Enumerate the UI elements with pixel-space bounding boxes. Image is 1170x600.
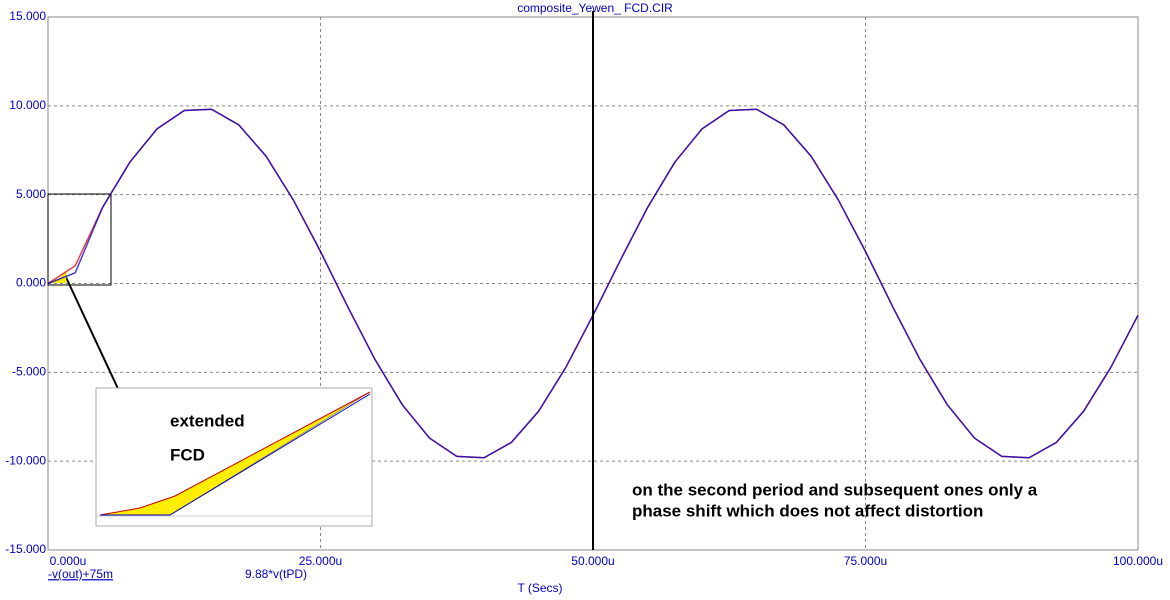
y-tick-label: -10.000: [5, 453, 46, 467]
annotation: extended: [170, 411, 245, 430]
x-tick-label: 50.000u: [571, 554, 614, 568]
inset-curve: [99, 391, 371, 516]
inset-frame: [95, 387, 373, 527]
x-tick-label: 100.000u: [1113, 554, 1163, 568]
chart-title: composite_Yewen_ FCD.CIR: [517, 1, 673, 15]
annotation: FCD: [170, 445, 205, 464]
legend-label: -v(out)+75m: [48, 567, 113, 581]
y-tick-label: 15.000: [9, 9, 46, 23]
y-tick-label: -15.000: [5, 542, 46, 556]
x-tick-label: 0.000u: [50, 554, 87, 568]
annotation: on the second period and subsequent ones…: [632, 480, 1038, 499]
y-tick-label: 0.000: [16, 276, 46, 290]
x-tick-label: 25.000u: [299, 554, 342, 568]
annotation: phase shift which does not affect distor…: [632, 501, 983, 520]
inset-curve: [100, 393, 371, 516]
legend-label: 9.88*v(tPD): [245, 567, 307, 581]
zoom-box: [47, 193, 112, 286]
fcd-area: [50, 270, 67, 283]
zoom-inset: [47, 193, 373, 527]
x-tick-label: 75.000u: [844, 554, 887, 568]
y-tick-label: 5.000: [16, 187, 46, 201]
y-tick-label: -5.000: [12, 365, 46, 379]
x-axis-label: T (Secs): [517, 581, 562, 595]
y-tick-label: 10.000: [9, 98, 46, 112]
